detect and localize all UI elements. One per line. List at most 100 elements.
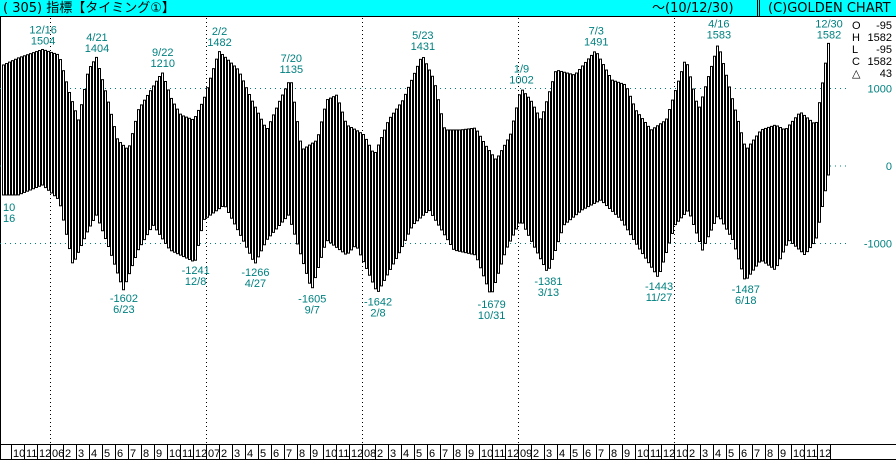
x-month-label: 08 <box>364 448 376 460</box>
range-bar <box>500 150 503 265</box>
x-month-label: 3 <box>702 448 708 460</box>
range-bar <box>389 116 392 270</box>
range-bar <box>779 127 782 260</box>
range-bar <box>320 121 323 258</box>
x-month-label: 6 <box>741 448 747 460</box>
x-month-label: 12 <box>507 448 519 460</box>
range-bar <box>536 112 539 254</box>
range-bar <box>254 106 257 264</box>
data-label-peak: 4/16 <box>708 18 729 30</box>
ohlc-value: 1582 <box>868 56 892 68</box>
range-bar <box>170 97 173 252</box>
range-bar <box>686 64 689 212</box>
data-label-peak: 1404 <box>85 43 109 55</box>
range-bar <box>269 121 272 237</box>
range-bar <box>602 64 605 204</box>
range-bar <box>593 51 596 204</box>
ohlc-label: H <box>852 32 860 44</box>
bar-series <box>2 42 830 293</box>
x-month-label: 11 <box>494 448 505 460</box>
ohlc-value: -95 <box>876 20 892 32</box>
x-month-label: 8 <box>767 448 773 460</box>
x-month-label: 4 <box>559 448 565 460</box>
range-bar <box>710 65 713 231</box>
range-bar <box>323 108 326 248</box>
range-bar <box>812 122 815 245</box>
range-bar <box>182 115 185 258</box>
range-bar <box>413 72 416 225</box>
range-bar <box>209 77 212 216</box>
x-month-label: 2 <box>377 448 383 460</box>
x-month-label: 7 <box>130 448 136 460</box>
range-bar <box>50 51 53 194</box>
range-bar <box>113 126 116 265</box>
range-bar <box>329 97 332 244</box>
data-label-peak: 1431 <box>411 41 435 53</box>
data-label-peak: 5/23 <box>412 30 433 42</box>
range-bar <box>341 111 344 253</box>
range-bar <box>587 58 590 208</box>
range-bar <box>590 54 593 206</box>
data-label-trough: 4/27 <box>245 278 266 290</box>
range-bar <box>275 107 278 230</box>
range-bar <box>149 90 152 231</box>
range-bar <box>758 131 761 263</box>
x-month-label: 6 <box>117 448 123 460</box>
range-bar <box>359 132 362 256</box>
x-month-label: 07 <box>208 448 220 460</box>
range-bar <box>383 129 386 281</box>
x-month-label: 5 <box>572 448 578 460</box>
data-label-partial: 10 <box>3 202 15 214</box>
range-bar <box>713 55 716 224</box>
range-bar <box>761 128 764 262</box>
range-bar <box>683 61 686 215</box>
data-label-trough: -1487 <box>732 284 760 296</box>
x-month-label: 09 <box>520 448 532 460</box>
range-bar <box>206 87 209 218</box>
range-bar <box>560 70 563 234</box>
x-month-label: 4 <box>715 448 721 460</box>
x-month-label: 12 <box>195 448 207 460</box>
range-bar <box>752 139 755 271</box>
range-bar <box>314 140 317 279</box>
range-bar <box>674 90 677 226</box>
x-month-label: 7 <box>442 448 448 460</box>
range-bar <box>308 144 311 284</box>
x-month-label: 4 <box>91 448 97 460</box>
range-bar <box>338 102 341 251</box>
range-bar <box>662 121 665 263</box>
data-label-trough: -1605 <box>298 293 326 305</box>
range-bar <box>692 88 695 225</box>
range-bar <box>803 114 806 256</box>
range-bar <box>632 103 635 240</box>
range-bar <box>290 82 293 225</box>
y-tick-label: 1000 <box>868 84 892 96</box>
data-label-trough: -1443 <box>645 281 673 293</box>
range-bar <box>506 139 509 248</box>
range-bar <box>47 50 50 191</box>
range-bar <box>509 133 512 242</box>
range-bar <box>785 128 788 246</box>
data-label-trough: 3/13 <box>538 287 559 299</box>
x-month-label: 4 <box>403 448 409 460</box>
range-bar <box>635 110 638 245</box>
range-bar <box>116 138 119 274</box>
range-bar <box>137 109 140 251</box>
range-bar <box>578 68 581 213</box>
range-bar <box>251 100 254 260</box>
range-bar <box>80 104 83 247</box>
data-label-peak: 1/9 <box>514 63 529 75</box>
x-month-label: 5 <box>728 448 734 460</box>
range-bar <box>542 111 545 266</box>
range-bar <box>218 51 221 210</box>
range-bar <box>677 80 680 222</box>
data-label-trough: -1679 <box>478 299 506 311</box>
data-label-peak: 1482 <box>207 37 231 49</box>
x-month-label: 2 <box>221 448 227 460</box>
range-bar <box>230 62 233 219</box>
range-bar <box>731 98 734 240</box>
range-bar <box>680 71 683 219</box>
x-month-label: 9 <box>468 448 474 460</box>
data-label-peak: 12/16 <box>29 24 57 36</box>
ohlc-label: L <box>852 44 858 56</box>
